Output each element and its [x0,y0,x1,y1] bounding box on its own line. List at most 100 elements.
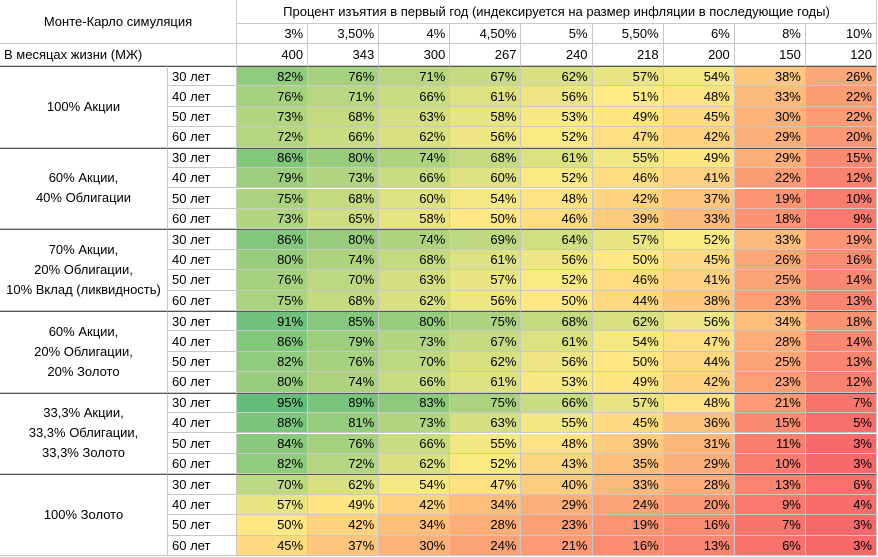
value-cell: 30% [379,535,451,556]
rate-header: 8% [734,24,806,44]
value-cell: 76% [308,66,380,87]
value-cell: 62% [592,311,664,332]
period-label: 60 лет [168,208,237,230]
value-cell: 42% [592,188,664,209]
value-cell: 56% [663,311,735,332]
value-cell: 49% [592,106,664,128]
period-label: 50 лет [168,188,237,209]
value-cell: 38% [734,66,806,87]
period-label: 40 лет [168,168,237,189]
value-cell: 73% [237,106,309,128]
value-cell: 68% [308,290,380,311]
value-cell: 50% [592,249,664,271]
value-cell: 24% [450,535,522,556]
value-cell: 75% [237,290,309,311]
value-cell: 73% [379,331,451,352]
value-cell: 44% [592,290,664,311]
value-cell: 38% [663,290,735,311]
value-cell: 52% [450,453,522,475]
value-cell: 73% [308,168,380,189]
value-cell: 56% [521,351,593,373]
group-label-line: 60% Акции, [48,323,119,339]
value-cell: 65% [308,208,380,230]
value-cell: 13% [805,351,877,373]
value-cell: 29% [663,453,735,475]
months-cell: 150 [734,44,806,66]
value-cell: 76% [237,270,309,291]
value-cell: 66% [379,86,451,107]
period-label: 60 лет [168,290,237,311]
value-cell: 48% [663,86,735,107]
value-cell: 7% [805,392,877,414]
value-cell: 14% [805,270,877,291]
rate-header: 5,50% [592,24,664,44]
value-cell: 54% [663,66,735,87]
value-cell: 13% [805,290,877,311]
value-cell: 86% [237,229,309,250]
value-cell: 9% [734,494,806,516]
months-cell: 240 [521,44,593,66]
value-cell: 51% [592,86,664,107]
value-cell: 6% [734,535,806,556]
value-cell: 39% [592,433,664,454]
value-cell: 3% [805,535,877,556]
value-cell: 58% [379,208,451,230]
value-cell: 33% [592,474,664,495]
value-cell: 41% [663,270,735,291]
group-label-line: 70% Акции, [48,242,119,258]
period-label: 50 лет [168,351,237,373]
value-cell: 46% [521,208,593,230]
value-cell: 12% [805,168,877,189]
value-cell: 50% [450,208,522,230]
period-label: 30 лет [168,474,237,495]
value-cell: 63% [379,270,451,291]
value-cell: 26% [805,66,877,87]
value-cell: 68% [450,147,522,169]
value-cell: 3% [805,453,877,475]
group-label-line: 20% Золото [47,363,120,379]
value-cell: 21% [734,392,806,414]
period-label: 50 лет [168,515,237,536]
value-cell: 74% [379,147,451,169]
value-cell: 47% [450,474,522,495]
value-cell: 44% [663,351,735,373]
value-cell: 34% [734,311,806,332]
value-cell: 6% [805,474,877,495]
group-label: 70% Акции, 20% Облигации, 10% Вклад (ликви… [0,229,168,311]
value-cell: 63% [450,413,522,434]
value-cell: 60% [379,188,451,209]
value-cell: 45% [663,249,735,271]
value-cell: 49% [592,372,664,393]
period-label: 50 лет [168,433,237,454]
value-cell: 42% [663,127,735,148]
value-cell: 76% [237,86,309,107]
value-cell: 62% [379,453,451,475]
value-cell: 68% [308,106,380,128]
corner-label: Монте-Карло симуляция [0,0,237,44]
value-cell: 62% [450,351,522,373]
value-cell: 4% [805,494,877,516]
value-cell: 39% [592,208,664,230]
value-cell: 19% [592,515,664,536]
value-cell: 19% [734,188,806,209]
period-label: 50 лет [168,106,237,128]
value-cell: 89% [308,392,380,414]
value-cell: 5% [805,413,877,434]
value-cell: 95% [237,392,309,414]
group-label: 33,3% Акции, 33,3% Облигации, 33,3% Золото [0,392,168,475]
value-cell: 33% [734,229,806,250]
value-cell: 25% [734,351,806,373]
period-label: 40 лет [168,331,237,352]
value-cell: 58% [450,106,522,128]
value-cell: 10% [734,453,806,475]
group-label-line: 20% Облигации, [34,343,133,359]
value-cell: 57% [237,494,309,516]
value-cell: 37% [663,188,735,209]
value-cell: 80% [237,372,309,393]
group-label-line: 100% Акции [46,98,121,114]
value-cell: 34% [379,515,451,536]
value-cell: 74% [379,229,451,250]
value-cell: 18% [805,311,877,332]
value-cell: 82% [237,66,309,87]
